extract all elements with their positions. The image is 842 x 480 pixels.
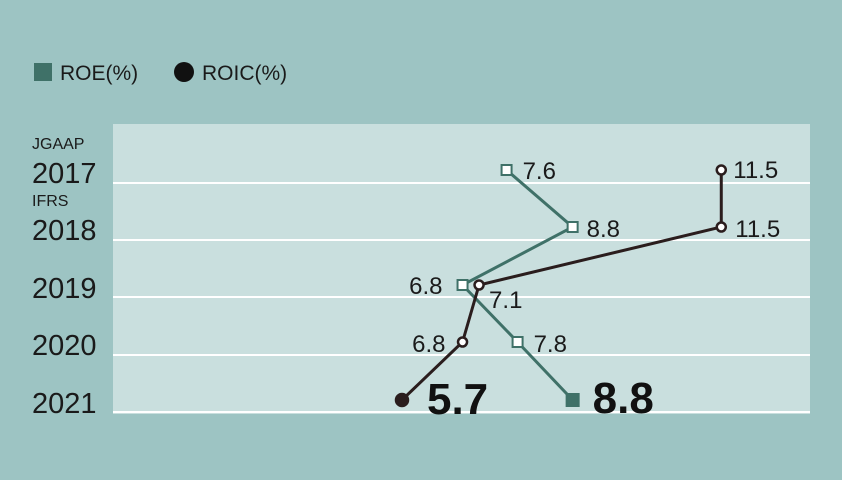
year-label-2018: 2018: [32, 215, 97, 247]
roe-point-2017: [500, 164, 513, 176]
roe-point-2020: [511, 336, 524, 348]
legend-roe-swatch: [34, 63, 52, 81]
roic-point-2019: [473, 279, 485, 291]
roic-label-2018: 11.5: [735, 216, 780, 243]
roic-point-2021: [394, 392, 410, 408]
legend: ROE(%) ROIC(%): [34, 62, 287, 85]
legend-roic-label: ROIC(%): [202, 62, 287, 85]
roe-point-2019: [456, 279, 469, 291]
y-axis-labels: 2017 JGAAP 2018 IFRS 2019 2020 2021: [32, 136, 97, 420]
roic-point-2020: [456, 336, 469, 348]
year-label-2020: 2020: [32, 330, 97, 362]
plot-area: [113, 124, 810, 414]
roe-label-2021: 8.8: [593, 374, 654, 423]
legend-roic-swatch: [174, 62, 194, 82]
standard-label-2017: JGAAP: [32, 136, 84, 153]
data-labels: 7.6 8.8 6.8 7.8 8.8 11.5 11.5 7.1 6.8 5.7: [409, 157, 780, 424]
roic-label-2020: 6.8: [412, 331, 445, 358]
roic-point-2018: [715, 221, 728, 233]
roe-label-2018: 8.8: [587, 216, 620, 243]
year-label-2019: 2019: [32, 273, 97, 305]
year-label-2021: 2021: [32, 388, 97, 420]
standard-label-2018: IFRS: [32, 193, 68, 210]
legend-roe-label: ROE(%): [60, 62, 138, 85]
year-label-2017: 2017: [32, 158, 97, 190]
gridlines: [113, 182, 810, 413]
roic-label-2017: 11.5: [733, 157, 778, 184]
roe-label-2017: 7.6: [523, 158, 556, 185]
roe-point-2018: [566, 221, 579, 233]
roic-label-2019: 7.1: [489, 287, 522, 314]
roe-point-2021: [565, 393, 580, 407]
roic-label-2021: 5.7: [427, 375, 488, 424]
series-layer: [394, 164, 728, 408]
roe-label-2020: 7.8: [534, 331, 567, 358]
roic-point-2017: [715, 164, 728, 176]
roe-label-2019: 6.8: [409, 273, 442, 300]
